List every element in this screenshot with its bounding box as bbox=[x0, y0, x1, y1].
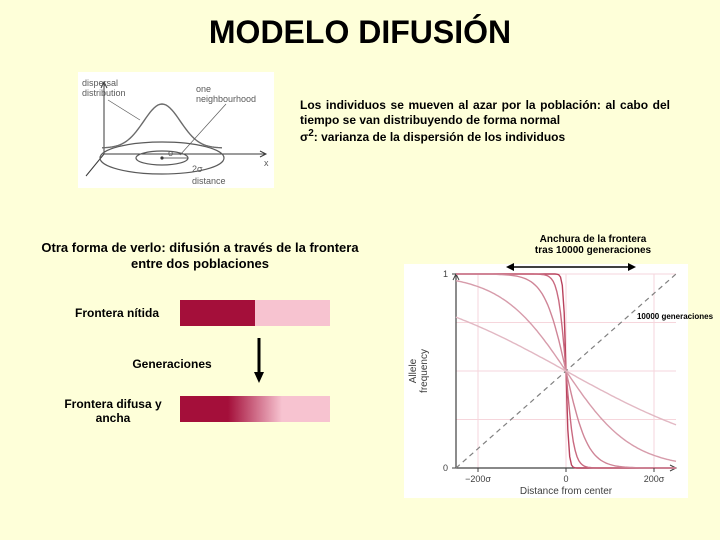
generations-10000-label: 10000 generaciones bbox=[620, 312, 720, 321]
arrow-down-icon bbox=[252, 336, 266, 384]
dispersal-svg: dispersaldistribution oneneighbourhood σ 2σ… bbox=[78, 72, 274, 188]
description-line1: Los individuos se mueven al azar por la … bbox=[300, 98, 670, 127]
diffuse-boundary-bar bbox=[180, 396, 330, 422]
svg-text:distance: distance bbox=[192, 176, 226, 186]
anchura-line1: Anchura de la frontera bbox=[540, 234, 647, 245]
svg-text:Allelefrequency: Allelefrequency bbox=[408, 349, 430, 393]
sharp-bar-left bbox=[180, 300, 255, 326]
svg-text:0: 0 bbox=[563, 474, 568, 484]
generations-label: Generaciones bbox=[112, 357, 232, 371]
anchura-label: Anchura de la frontera tras 10000 genera… bbox=[508, 234, 678, 256]
sigmoid-figure: −200σ 0 200σ 0 1 Distance from center Allelefr… bbox=[404, 264, 688, 498]
svg-text:Distance from center: Distance from center bbox=[520, 486, 613, 497]
svg-text:200σ: 200σ bbox=[644, 474, 665, 484]
slide-title: MODELO DIFUSIÓN bbox=[0, 14, 720, 51]
sigmoid-svg: −200σ 0 200σ 0 1 Distance from center Allelefr… bbox=[404, 264, 688, 498]
svg-text:x: x bbox=[264, 158, 269, 168]
double-arrow-icon bbox=[506, 260, 636, 274]
svg-text:0: 0 bbox=[443, 463, 448, 473]
svg-text:−200σ: −200σ bbox=[465, 474, 491, 484]
description-text: Los individuos se mueven al azar por la … bbox=[300, 98, 670, 145]
sharp-boundary-label: Frontera nítida bbox=[62, 307, 172, 321]
svg-text:one: one bbox=[196, 84, 211, 94]
description-line2: : varianza de la dispersión de los indiv… bbox=[314, 130, 565, 144]
svg-text:2σ: 2σ bbox=[192, 164, 203, 174]
sigma-symbol: σ bbox=[300, 130, 308, 144]
svg-text:neighbourhood: neighbourhood bbox=[196, 94, 256, 104]
sharp-bar-right bbox=[255, 300, 330, 326]
svg-text:distribution: distribution bbox=[82, 88, 126, 98]
dispersal-figure: dispersaldistribution oneneighbourhood σ 2σ… bbox=[78, 72, 274, 188]
slide-root: MODELO DIFUSIÓN dispersaldistribution one… bbox=[0, 0, 720, 540]
svg-text:dispersal: dispersal bbox=[82, 78, 118, 88]
anchura-line2: tras 10000 generaciones bbox=[535, 245, 651, 256]
diffuse-boundary-label: Frontera difusa y ancha bbox=[48, 398, 178, 426]
svg-text:σ: σ bbox=[168, 148, 174, 158]
svg-text:1: 1 bbox=[443, 269, 448, 279]
sharp-boundary-bar bbox=[180, 300, 330, 326]
subheading: Otra forma de verlo: difusión a través d… bbox=[30, 240, 370, 271]
